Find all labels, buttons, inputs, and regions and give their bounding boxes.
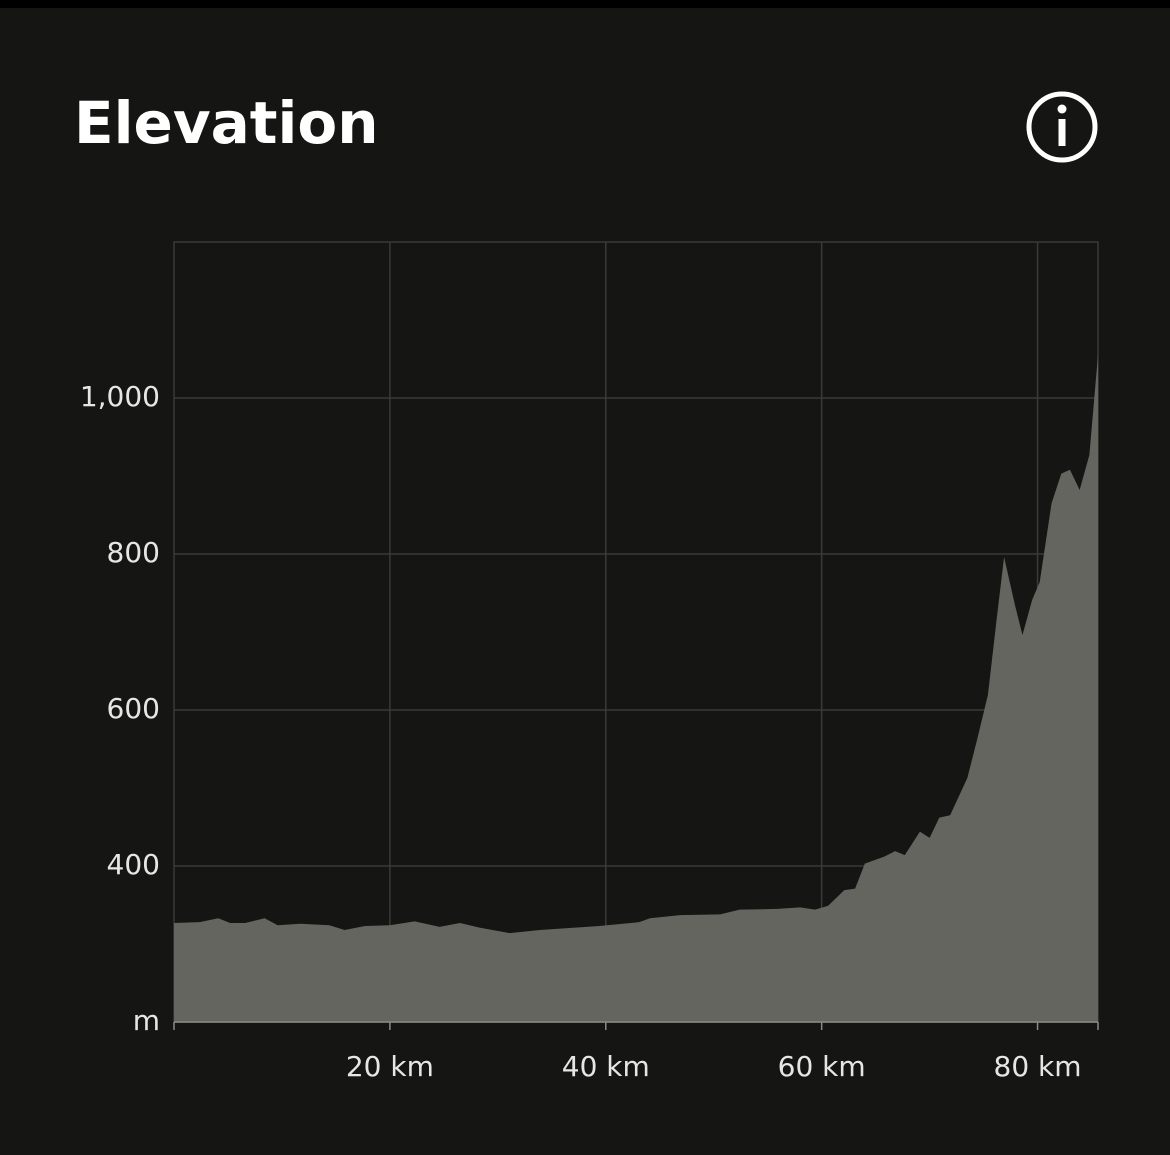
elevation-area	[174, 355, 1098, 1023]
x-tick-label: 60 km	[778, 1050, 866, 1083]
x-tick-label: 40 km	[562, 1050, 650, 1083]
x-tick-label: 80 km	[994, 1050, 1082, 1083]
x-tick-label: 20 km	[346, 1050, 434, 1083]
top-bar	[0, 0, 1170, 8]
y-tick-label: 800	[107, 536, 160, 569]
info-button[interactable]	[1026, 91, 1098, 163]
y-tick-label: 1,000	[80, 380, 160, 413]
chart-title: Elevation	[74, 89, 379, 157]
y-tick-label: 600	[107, 692, 160, 725]
y-tick-label: 400	[107, 848, 160, 881]
y-tick-label: m	[133, 1004, 160, 1037]
